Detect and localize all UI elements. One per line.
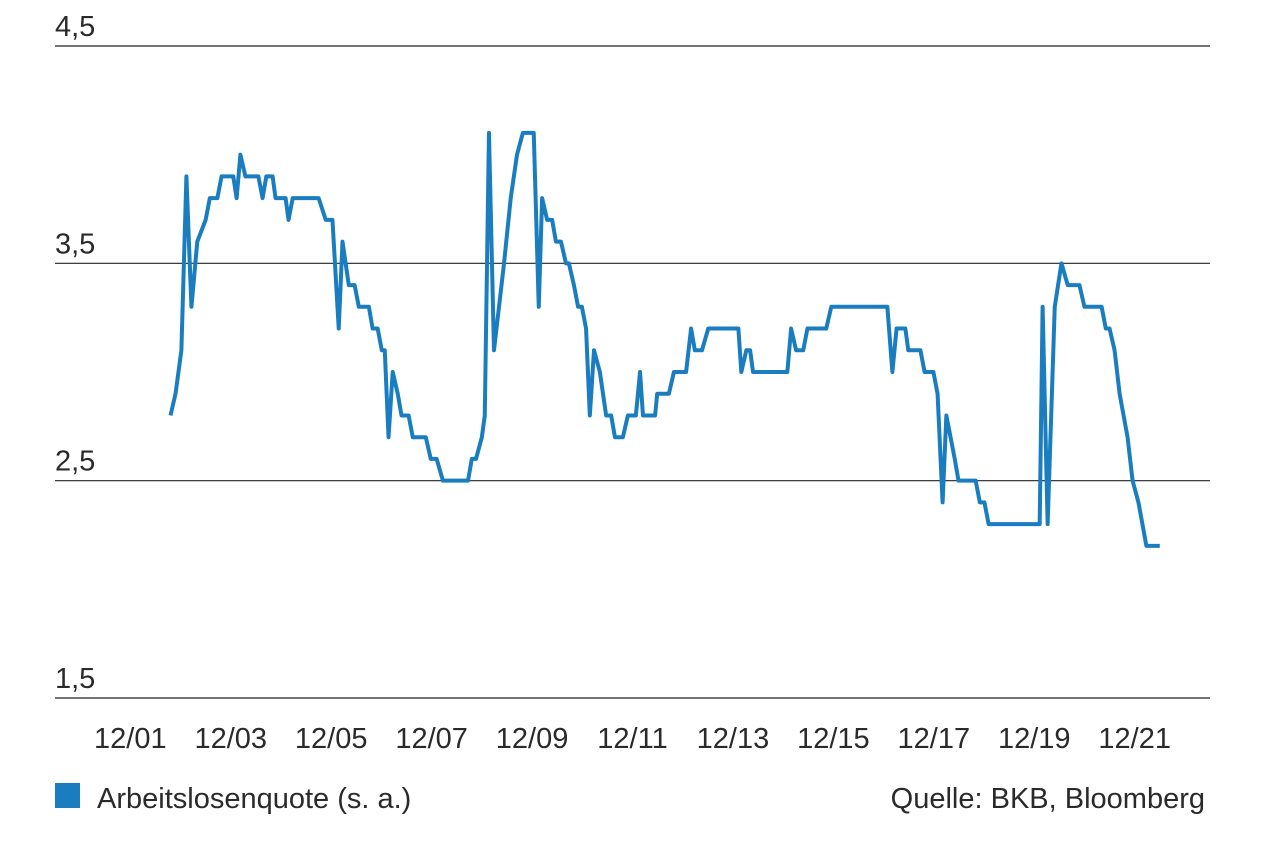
x-tick-label: 12/07 (395, 723, 468, 755)
y-tick-label: 1,5 (55, 663, 95, 695)
source-note: Quelle: BKB, Bloomberg (891, 783, 1205, 815)
legend-swatch (55, 783, 80, 808)
legend-label: Arbeitslosenquote (s. a.) (97, 783, 411, 815)
y-tick-label: 2,5 (55, 446, 95, 478)
x-tick-label: 12/17 (898, 723, 971, 755)
y-tick-label: 3,5 (55, 228, 95, 260)
x-tick-label: 12/19 (998, 723, 1071, 755)
x-tick-label: 12/01 (94, 723, 167, 755)
x-tick-label: 12/11 (597, 723, 667, 755)
x-tick-label: 12/13 (697, 723, 770, 755)
y-tick-label: 4,5 (55, 11, 95, 43)
data-line (168, 130, 1160, 548)
x-tick-label: 12/03 (194, 723, 267, 755)
x-tick-label: 12/21 (1098, 723, 1171, 755)
x-tick-label: 12/05 (295, 723, 368, 755)
x-tick-label: 12/09 (496, 723, 569, 755)
x-tick-label: 12/15 (797, 723, 870, 755)
